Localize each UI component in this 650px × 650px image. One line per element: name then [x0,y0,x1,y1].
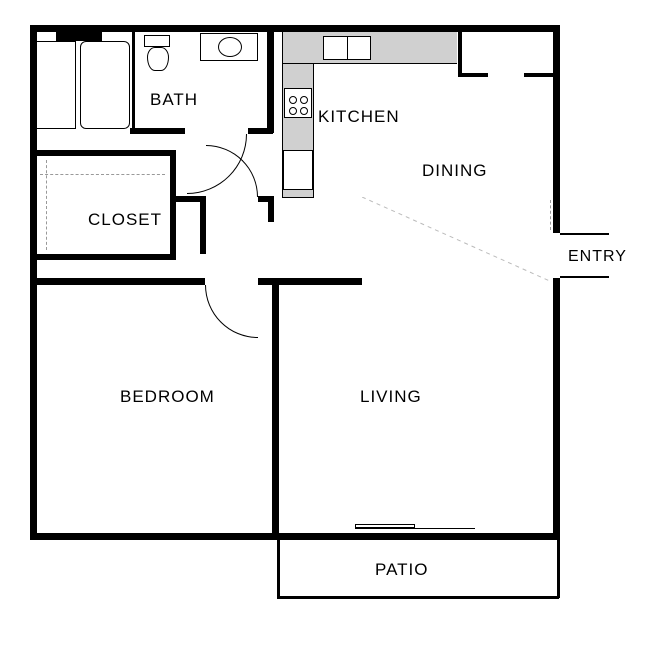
wall-bath-bottom-right [248,128,273,134]
wall-bedroom-top-l [30,278,205,285]
shower-icon [36,41,76,129]
closet-shelf [40,174,165,175]
wall-bottom [30,533,560,540]
wall-hall-vert [268,196,274,222]
kitchen-edge-bot [282,197,314,198]
label-dining: DINING [422,161,488,181]
floor-plan: BATH KITCHEN DINING CLOSET ENTRY BEDROOM… [0,0,650,650]
entry-tab-top [560,233,609,235]
patio-door-track [355,528,475,529]
label-bath: BATH [150,90,198,110]
closet-tr-bot [458,73,488,77]
fridge-icon [283,150,313,190]
label-living: LIVING [360,387,422,407]
wall-closet-bottom [30,254,175,260]
burner-icon [300,107,308,115]
dining-diagonal [362,197,552,282]
closet-shelf-v [46,160,47,250]
patio-right [557,540,560,598]
wall-bath-right [267,25,274,133]
toilet-bowl-icon [147,47,169,71]
wall-bedroom-top-v [200,196,206,254]
burner-icon [300,96,308,104]
wall-top [30,25,560,32]
label-kitchen: KITCHEN [318,107,400,127]
burner-icon [289,96,297,104]
shower-sep [132,32,135,132]
sink-bowl-icon [218,37,242,57]
toilet-tank-icon [144,35,170,47]
label-entry: ENTRY [568,248,627,266]
wall-closet-right [170,150,176,260]
closet-tr-right [524,73,554,77]
tub-icon [80,41,130,129]
stove-icon [284,88,312,118]
sink-divider [347,36,348,60]
wall-closet-top [30,150,175,156]
wall-bath-bottom-left [130,128,185,134]
patio-left [277,540,280,598]
wall-bed-living [272,278,279,540]
burner-icon [289,107,297,115]
hall-door-arc [206,145,258,197]
black-block [56,25,102,41]
patio-door-panel [355,524,415,528]
label-closet: CLOSET [88,210,162,230]
kitchen-edge-left [313,63,314,197]
patio-bottom [277,596,559,599]
bedroom-door-arc [205,285,258,338]
closet-tr-left [458,32,462,77]
wall-right-upper [553,25,560,233]
wall-right-lower [553,278,560,540]
label-patio: PATIO [375,560,429,580]
wall-living-top [272,278,362,285]
entry-tab-bottom [560,276,609,278]
kitchen-edge-top [282,63,457,64]
label-bedroom: BEDROOM [120,387,215,407]
